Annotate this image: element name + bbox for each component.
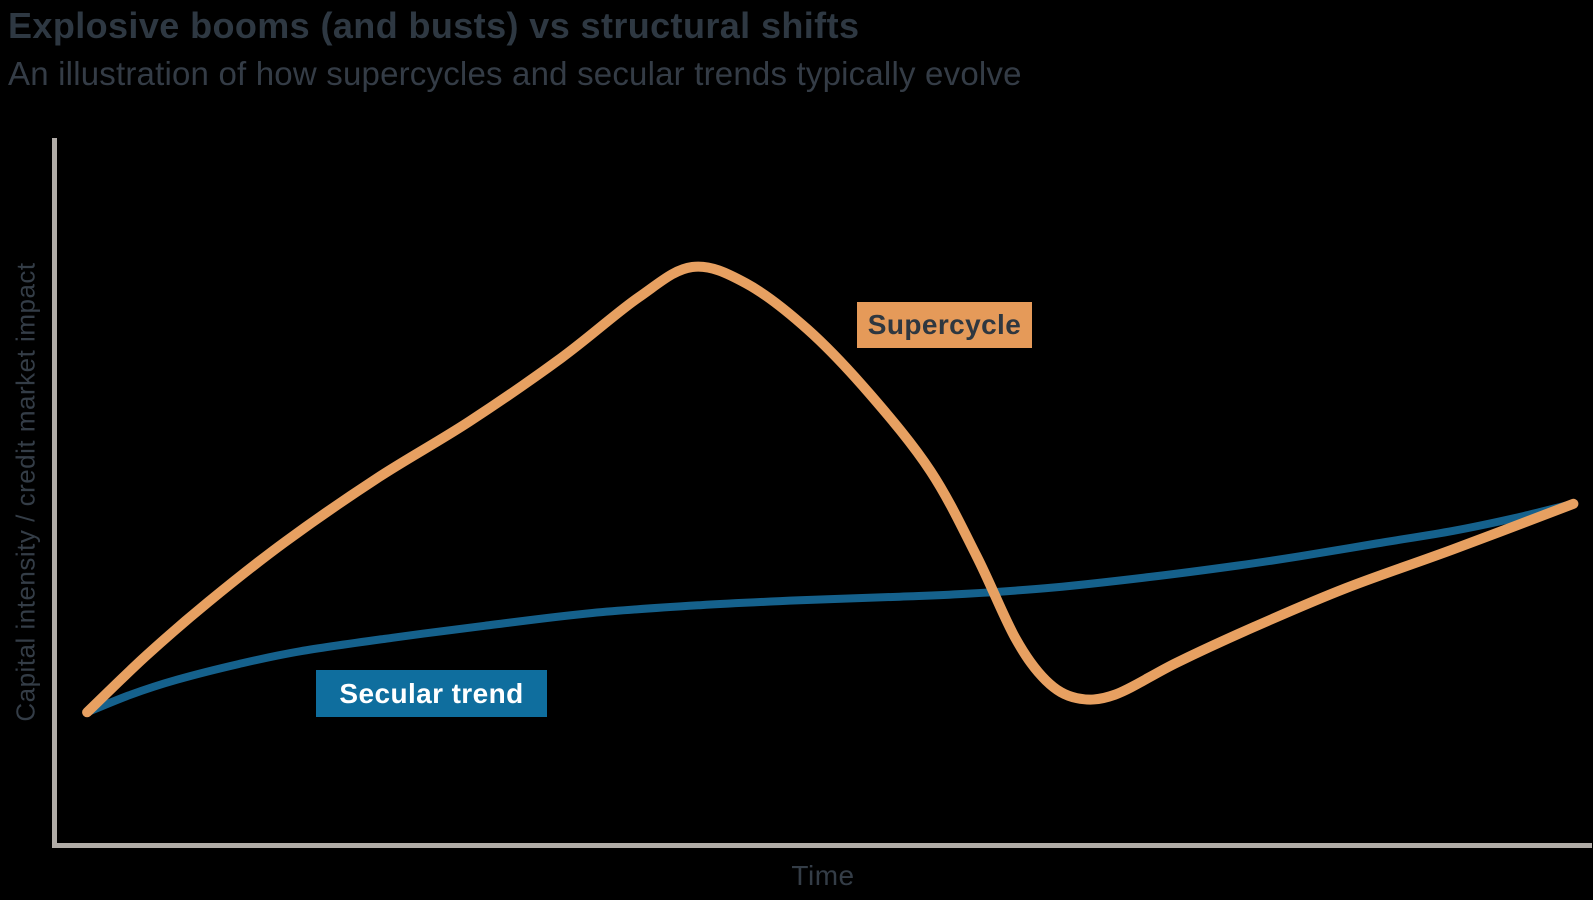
x-axis-label: Time — [791, 860, 855, 891]
chart-subtitle: An illustration of how supercycles and s… — [8, 54, 1022, 92]
secular-trend-curve — [83, 499, 1578, 717]
y-axis-label: Capital intensity / credit market impact — [10, 262, 41, 722]
supercycle-series-label: Supercycle — [857, 302, 1032, 348]
chart-header: Explosive booms (and busts) vs structura… — [8, 2, 1022, 94]
chart-title: Explosive booms (and busts) vs structura… — [8, 5, 860, 46]
secular-trend-series-label: Secular trend — [316, 670, 547, 717]
supercycle-curve — [82, 261, 1579, 718]
